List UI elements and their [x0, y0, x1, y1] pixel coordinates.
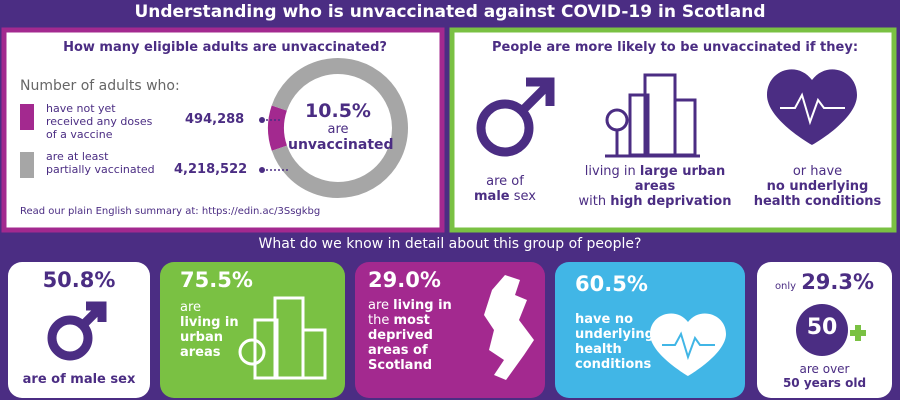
donut-center: 10.5% are unvaccinated: [288, 100, 394, 153]
text: with: [578, 194, 611, 209]
legend-swatch: [20, 104, 34, 130]
text: or have: [792, 164, 843, 179]
text: high deprivation: [610, 194, 732, 209]
badge: 50: [806, 315, 838, 340]
stat: 60.5%: [575, 272, 648, 296]
donut: [268, 58, 408, 198]
text: male: [474, 189, 510, 204]
stat: 29.0%: [368, 268, 441, 292]
legend-title: Number of adults who:: [20, 78, 180, 94]
value-label: 4,218,522: [174, 162, 248, 177]
text: are: [180, 300, 202, 315]
stat-line: only 29.3%: [757, 270, 892, 294]
text: living in: [393, 298, 452, 313]
footnote: Read our plain English summary at: https…: [20, 206, 321, 217]
center-text: are: [327, 122, 349, 137]
reason: living in large urban areas with high dep…: [575, 164, 735, 209]
center-text: unvaccinated: [288, 137, 394, 153]
donut-segment: [271, 58, 408, 198]
stat: 29.3%: [801, 270, 875, 294]
text: large urban areas: [634, 164, 726, 194]
legend-label: have not yet received any doses of a vac…: [46, 102, 153, 141]
center-stat: 10.5%: [305, 100, 371, 122]
text: living in urban areas: [180, 315, 239, 360]
text: are of: [486, 174, 524, 189]
legend-swatch: [20, 152, 34, 178]
donut-segment: [268, 105, 288, 151]
subheading: What do we know in detail about this gro…: [258, 236, 642, 252]
text: the: [368, 313, 394, 328]
value-label: 494,288: [185, 112, 245, 127]
legend-label: are at least partially vaccinated: [46, 150, 155, 176]
card-text: are of male sex: [22, 372, 136, 387]
card-text: are living in the most deprived areas of…: [368, 298, 463, 373]
stat: 50.8%: [42, 268, 116, 292]
card-text: have no underlying health conditions: [575, 312, 654, 372]
reason: are of male sex: [465, 174, 545, 204]
text: 50 years old: [782, 376, 867, 390]
prefix: only: [774, 281, 797, 292]
text: are: [368, 298, 394, 313]
text: sex: [509, 189, 536, 204]
left-heading: How many eligible adults are unvaccinate…: [63, 40, 387, 55]
right-heading: People are more likely to be unvaccinate…: [491, 40, 859, 55]
reason: or have no underlying health conditions: [745, 164, 890, 209]
stat: 75.5%: [180, 268, 253, 292]
text: living in: [584, 164, 640, 179]
text: no underlying health conditions: [753, 179, 882, 209]
title: Understanding who is unvaccinated agains…: [134, 2, 766, 22]
text: most deprived areas of Scotland: [368, 313, 433, 373]
text: are over: [799, 362, 850, 376]
card-text: are over 50 years old: [757, 362, 892, 390]
card-text: are living in urban areas: [180, 300, 250, 360]
